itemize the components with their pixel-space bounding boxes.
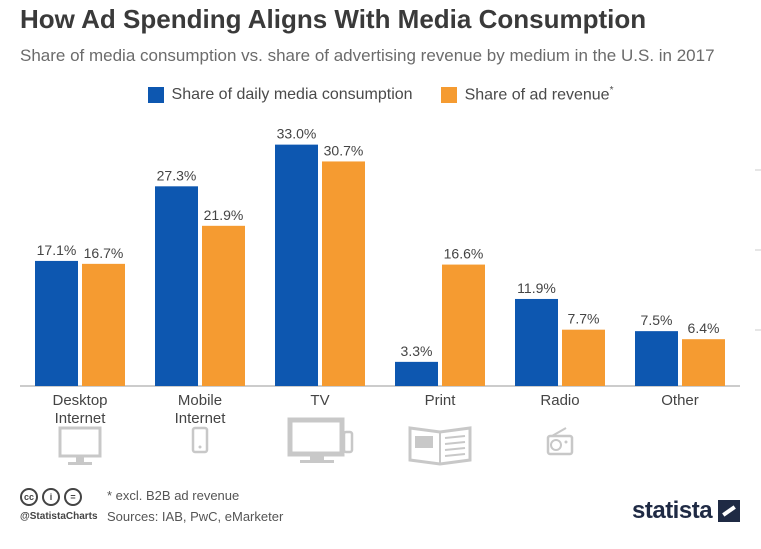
legend-label-ad-revenue: Share of ad revenue bbox=[464, 86, 610, 104]
data-label: 7.5% bbox=[641, 312, 673, 328]
radio-speaker bbox=[550, 439, 562, 451]
text-line bbox=[444, 453, 466, 457]
statista-logo: statista bbox=[632, 497, 741, 525]
tick-label: TV bbox=[310, 392, 329, 409]
phone-button bbox=[198, 445, 202, 449]
chart-title: How Ad Spending Aligns With Media Consum… bbox=[20, 4, 647, 34]
text-line bbox=[444, 441, 466, 445]
statista-mark-icon bbox=[718, 500, 741, 522]
bar bbox=[275, 144, 318, 386]
data-label: 33.0% bbox=[277, 126, 317, 142]
data-label: 16.6% bbox=[444, 246, 484, 262]
data-label: 21.9% bbox=[204, 207, 244, 223]
monitor-stand bbox=[76, 457, 84, 462]
data-label: 27.3% bbox=[157, 167, 197, 183]
tick-label: Print bbox=[425, 392, 457, 409]
legend-item-ad-revenue: Share of ad revenue* bbox=[440, 85, 614, 104]
brand-name: statista bbox=[632, 497, 713, 524]
bar bbox=[515, 298, 558, 386]
text-line bbox=[444, 447, 466, 451]
legend-label-consumption: Share of daily media consumption bbox=[171, 85, 413, 103]
bar bbox=[82, 263, 125, 386]
bar bbox=[442, 264, 485, 386]
legend-swatch-ad-revenue bbox=[440, 86, 457, 103]
desktop-monitor-icon bbox=[58, 426, 102, 458]
chart-subtitle: Share of media consumption vs. share of … bbox=[20, 46, 715, 65]
data-label: 30.7% bbox=[324, 142, 364, 158]
picture-block bbox=[415, 436, 433, 448]
radio-antenna bbox=[551, 427, 567, 437]
tick-label: Desktop bbox=[52, 392, 107, 409]
data-label: 11.9% bbox=[517, 280, 556, 296]
data-label: 16.7% bbox=[84, 245, 124, 261]
tick-label: Radio bbox=[540, 392, 579, 409]
tick-label: Internet bbox=[175, 410, 227, 427]
bar bbox=[635, 331, 678, 386]
social-handle: @StatistaCharts bbox=[20, 511, 98, 522]
legend-asterisk: * bbox=[609, 85, 614, 96]
bar-chart: 17.1% 16.7%DesktopInternet27.3%21.9%Mobil… bbox=[20, 126, 740, 466]
smartphone-icon bbox=[191, 426, 209, 454]
tv-icon bbox=[287, 417, 345, 457]
bar bbox=[322, 161, 365, 386]
gridline-ticks bbox=[755, 169, 761, 331]
remote-control bbox=[342, 430, 354, 454]
no-derivatives-icon: = bbox=[64, 488, 82, 506]
bar bbox=[395, 361, 438, 386]
creative-commons-icon: cc bbox=[20, 488, 38, 506]
tick-label: Internet bbox=[55, 410, 107, 427]
tv-stand bbox=[310, 454, 324, 460]
monitor-base bbox=[68, 462, 92, 465]
sources: Sources: IAB, PwC, eMarketer bbox=[107, 509, 284, 524]
bar bbox=[562, 329, 605, 386]
bar bbox=[202, 225, 245, 386]
legend: Share of daily media consumption Share o… bbox=[0, 85, 761, 104]
text-line bbox=[444, 435, 466, 439]
radio-icon bbox=[546, 434, 574, 456]
tv-base bbox=[300, 460, 334, 463]
tick-label: Mobile bbox=[178, 392, 222, 409]
legend-item-consumption: Share of daily media consumption bbox=[147, 85, 413, 104]
license-icons: cc i = bbox=[20, 488, 82, 506]
radio-knob bbox=[564, 440, 568, 444]
attribution-icon: i bbox=[42, 488, 60, 506]
data-label: 6.4% bbox=[688, 320, 720, 336]
footnote: * excl. B2B ad revenue bbox=[107, 488, 240, 503]
data-label: 17.1% bbox=[37, 242, 77, 258]
data-label: 3.3% bbox=[401, 343, 433, 359]
legend-swatch-consumption bbox=[147, 86, 164, 103]
bar bbox=[35, 260, 78, 386]
tick-label: Other bbox=[661, 392, 699, 409]
data-label: 7.7% bbox=[568, 311, 600, 327]
bar bbox=[155, 186, 198, 386]
bar bbox=[682, 339, 725, 386]
